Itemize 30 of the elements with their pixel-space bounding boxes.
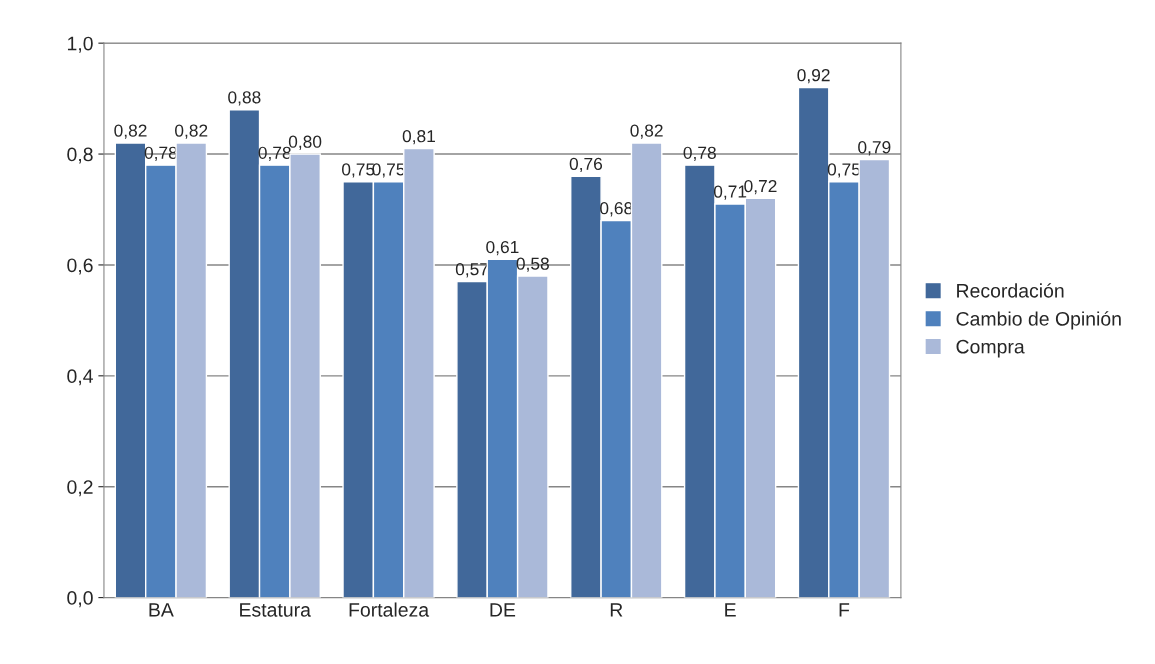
legend-label: Compra — [956, 339, 1025, 358]
data-label: 0,79 — [858, 141, 891, 156]
data-label: 0,88 — [228, 91, 261, 106]
data-label: 0,82 — [630, 124, 663, 139]
data-label: 0,71 — [713, 185, 747, 200]
legend-label: Cambio de Opinión — [956, 311, 1121, 330]
data-label: 0,76 — [569, 157, 603, 173]
x-tick-label: Estatura — [240, 603, 311, 617]
data-label: 0,78 — [683, 146, 716, 161]
y-tick-label: 1,0 — [67, 36, 93, 53]
x-tick-label: BA — [149, 603, 174, 617]
data-label: 0,80 — [288, 135, 322, 150]
x-tick-label: R — [610, 603, 623, 617]
y-tick-label: 0,0 — [67, 591, 93, 608]
y-tick-label: 0,2 — [67, 480, 93, 497]
data-label: 0,81 — [402, 130, 435, 145]
x-tick-label: E — [725, 603, 736, 617]
legend-label: Recordación — [957, 283, 1064, 298]
y-tick-label: 0,6 — [67, 258, 93, 275]
data-label: 0,57 — [455, 263, 489, 278]
data-label: 0,61 — [486, 240, 519, 256]
x-tick-label: F — [839, 603, 850, 617]
y-tick-label: 0,4 — [67, 369, 93, 386]
data-label: 0,82 — [175, 124, 208, 139]
x-tick-label: Fortaleza — [349, 602, 430, 617]
data-label: 0,92 — [797, 69, 830, 84]
data-label: 0,72 — [744, 179, 777, 195]
y-tick-label: 0,8 — [67, 147, 93, 164]
data-label: 0,82 — [114, 124, 147, 139]
x-tick-label: DE — [490, 603, 516, 617]
